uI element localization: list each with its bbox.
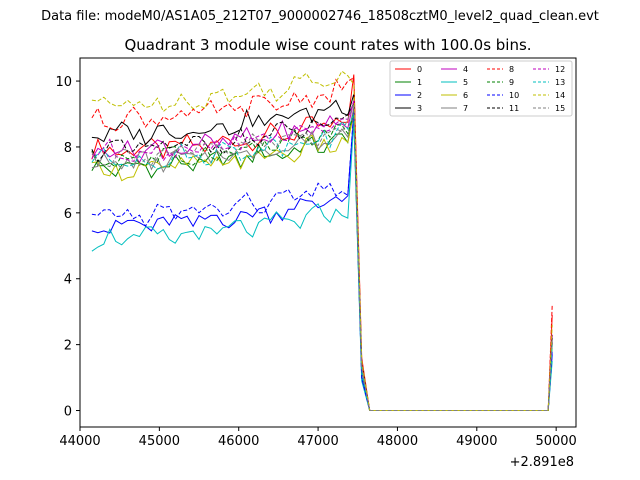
legend-box [389, 60, 573, 117]
chart-title: Quadrant 3 module wise count rates with … [124, 36, 531, 54]
axes: 44000 45000 46000 47000 48000 49000 50000 0 2 4 6 8… [55, 75, 576, 449]
legend-label-4: 4 [463, 65, 468, 74]
legend-label-8: 8 [509, 65, 514, 74]
series-line-11 [91, 102, 553, 411]
legend-label-11: 11 [509, 104, 519, 113]
x-tick-label: 49000 [456, 434, 497, 449]
legend-label-12: 12 [555, 65, 565, 74]
legend-label-15: 15 [555, 104, 565, 113]
x-tick-label: 48000 [377, 434, 418, 449]
legend-label-10: 10 [509, 91, 519, 100]
x-tick-label: 44000 [59, 434, 100, 449]
legend-label-3: 3 [417, 104, 422, 113]
legend-label-7: 7 [463, 104, 468, 113]
x-tick-label: 46000 [218, 434, 259, 449]
y-tick-label: 4 [64, 273, 72, 288]
plot-lines [91, 70, 553, 411]
series-line-0 [91, 74, 553, 411]
legend-label-6: 6 [463, 91, 468, 100]
y-tick-label: 6 [64, 207, 72, 222]
y-tick-label: 2 [64, 339, 72, 354]
series-line-9 [91, 113, 553, 411]
legend-label-5: 5 [463, 78, 468, 87]
x-tick-label: 47000 [297, 434, 338, 449]
legend-label-0: 0 [417, 65, 422, 74]
chart-suptitle: Data file: modeM0/AS1A05_212T07_90000027… [41, 9, 599, 24]
legend-label-2: 2 [417, 91, 422, 100]
y-tick-label: 8 [64, 141, 72, 156]
x-tick-label: 50000 [535, 434, 576, 449]
x-tick-label: 45000 [139, 434, 180, 449]
series-line-12 [91, 100, 553, 411]
legend-label-9: 9 [509, 78, 514, 87]
plot-frame [79, 57, 577, 428]
series-line-14 [91, 70, 553, 411]
series-line-15 [91, 103, 553, 411]
legend-label-1: 1 [417, 78, 422, 87]
series-line-8 [91, 76, 553, 411]
y-tick-label: 10 [55, 75, 72, 90]
series-line-5 [91, 120, 553, 411]
y-tick-label: 0 [64, 405, 72, 420]
legend-label-14: 14 [555, 91, 565, 100]
x-offset-label: +2.891e8 [510, 455, 574, 470]
series-line-10 [91, 110, 553, 411]
series-line-13 [91, 113, 553, 411]
series-line-3 [91, 94, 553, 411]
series-line-4 [91, 100, 553, 411]
series-line-6 [91, 113, 553, 411]
series-line-2 [91, 113, 553, 411]
legend-label-13: 13 [555, 78, 565, 87]
